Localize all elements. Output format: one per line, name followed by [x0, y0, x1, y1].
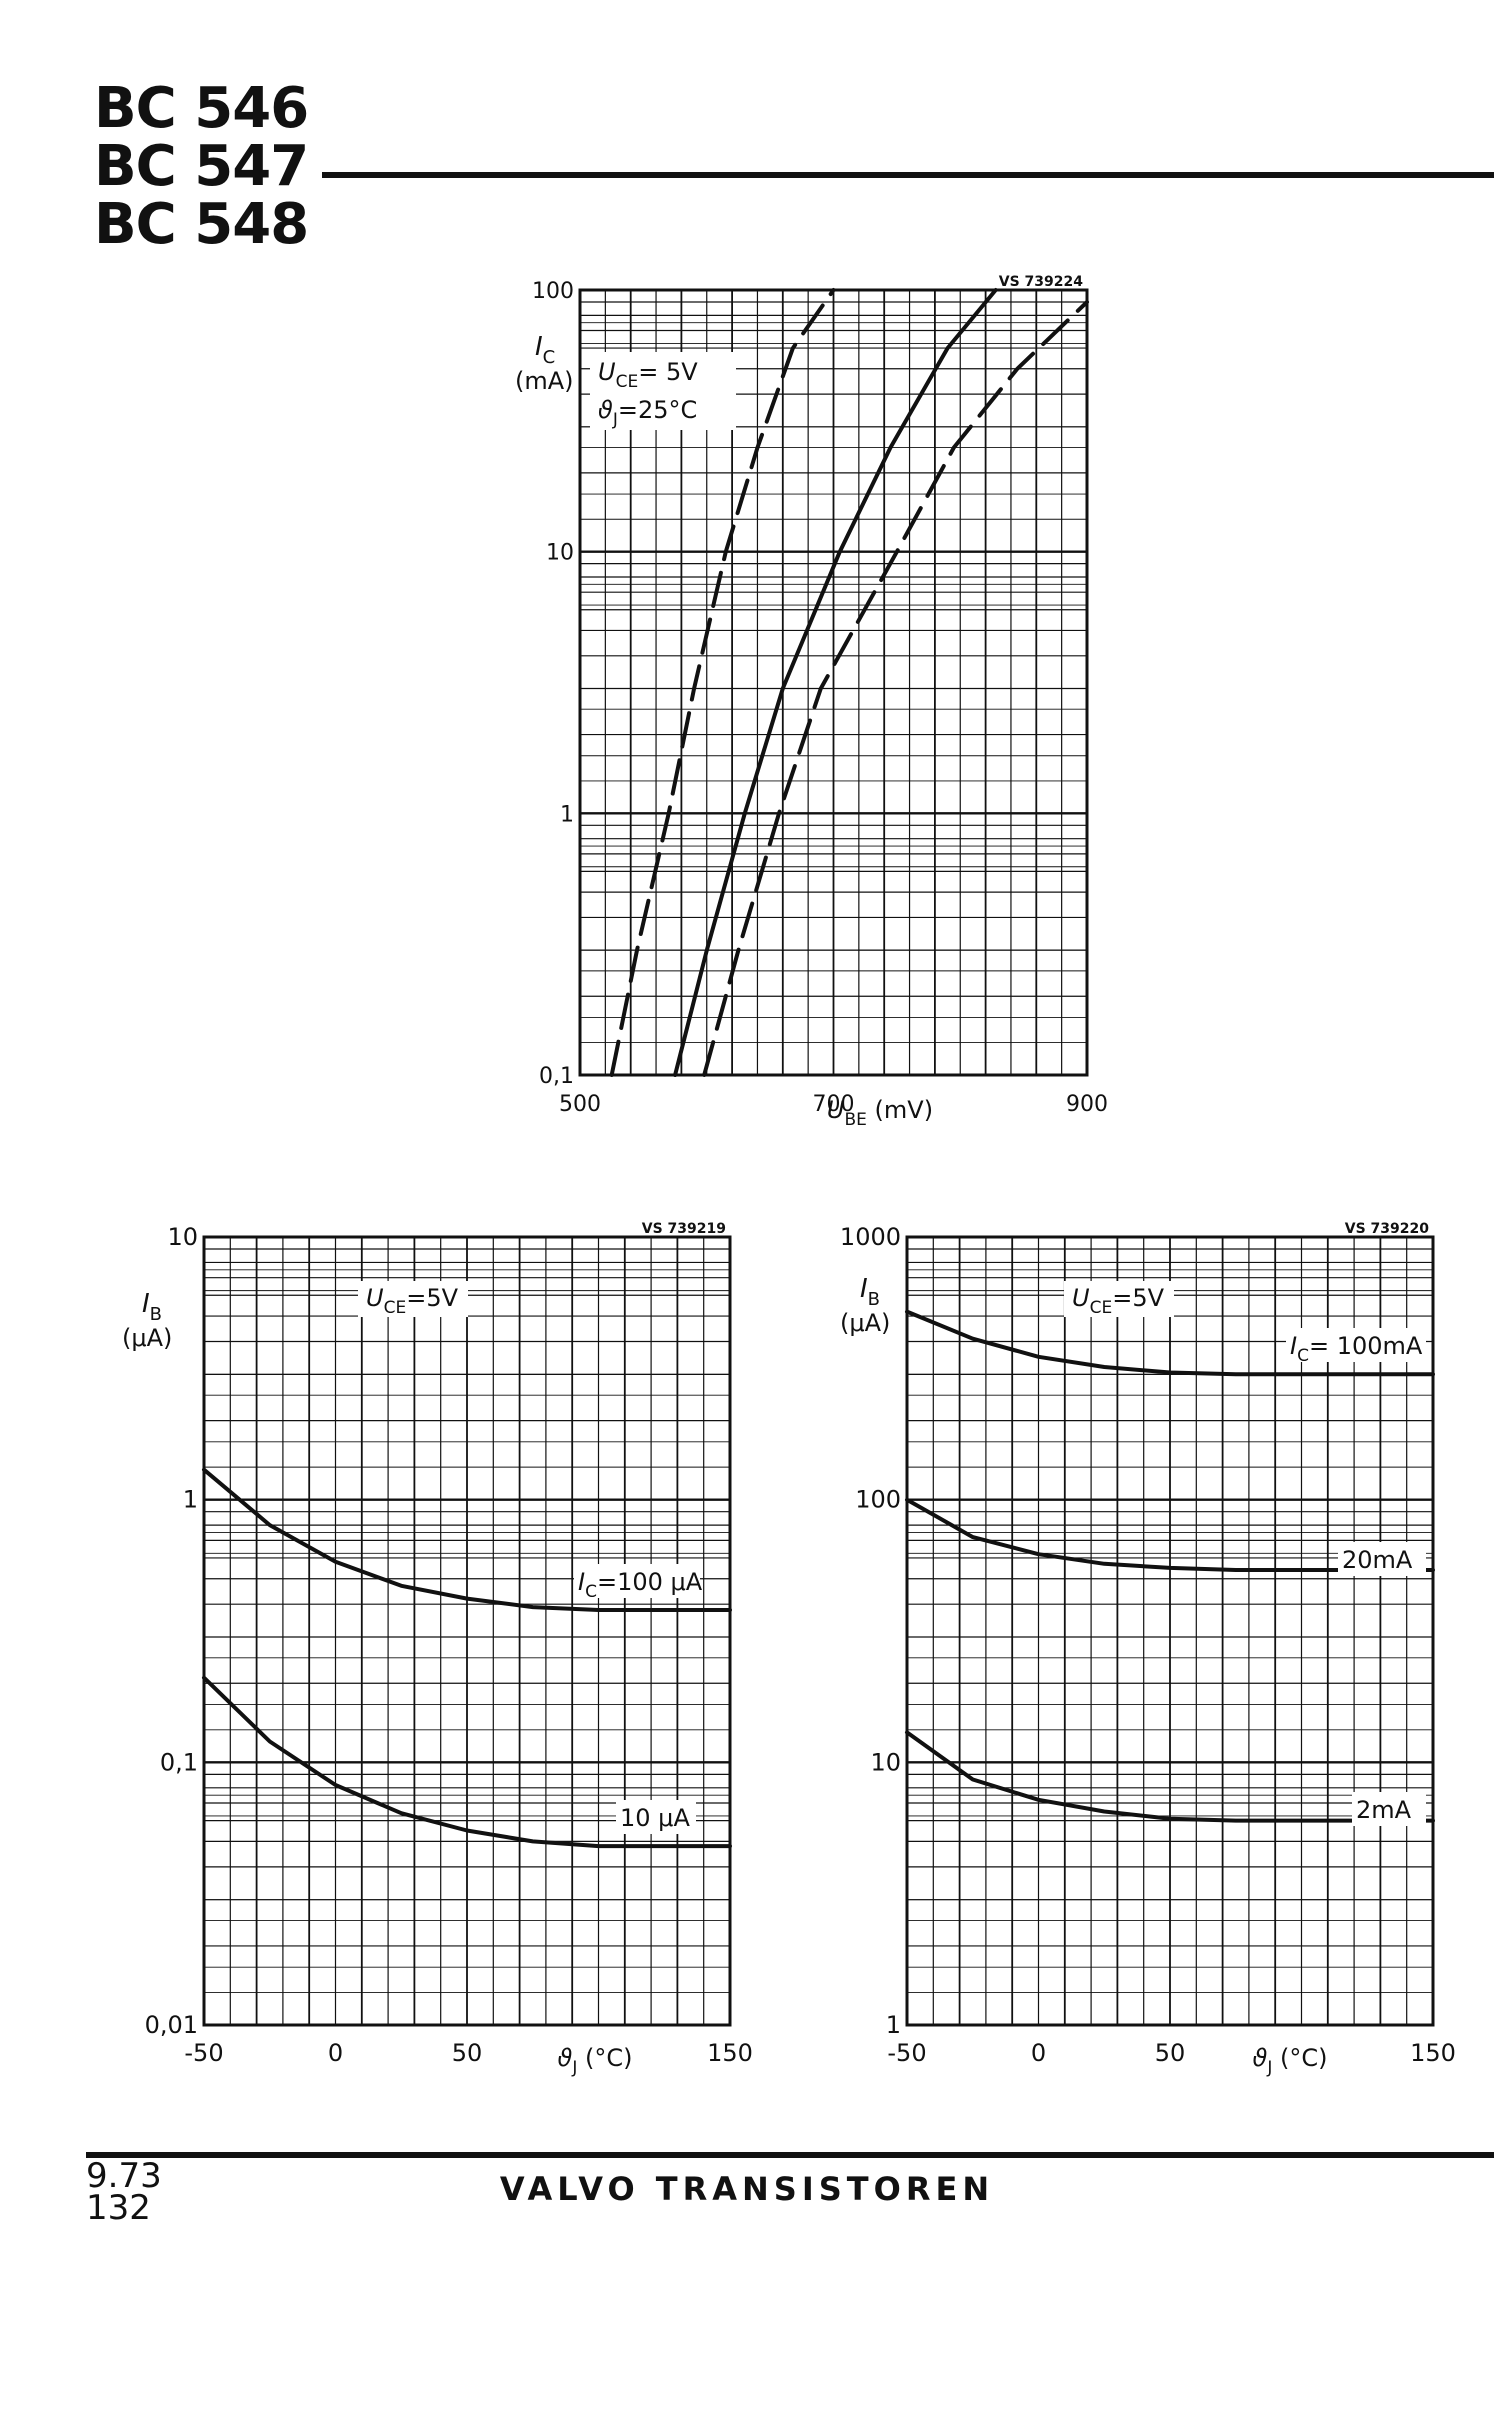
y-axis-unit: (mA) [515, 367, 574, 395]
series-label-background [1338, 1542, 1426, 1576]
conditions-annotation: UCE= 5V [598, 358, 698, 392]
x-tick-label: 150 [707, 2039, 753, 2067]
annotation-background [1064, 1281, 1174, 1317]
figure-reference: VS 739224 [999, 274, 1083, 290]
x-tick-label: 900 [1066, 1092, 1108, 1117]
series-label-background [1352, 1792, 1426, 1826]
footer-date: 9.73 [86, 2156, 162, 2196]
footer-rule [86, 2152, 1494, 2158]
grid [203, 1237, 731, 2027]
y-tick-label: 1 [886, 2011, 901, 2039]
x-tick-label: 0 [328, 2039, 343, 2067]
x-axis-label: UBE (mV) [827, 1096, 933, 1130]
y-tick-label: 1 [183, 1486, 198, 1514]
series-label: 10 μA [620, 1804, 690, 1832]
y-axis-label: IB [142, 1289, 162, 1325]
figure-reference: VS 739220 [1345, 1221, 1429, 1237]
x-tick-label: 0 [1031, 2039, 1046, 2067]
y-tick-label: 0,01 [145, 2011, 198, 2039]
x-tick-label: 500 [559, 1092, 601, 1117]
device-title-3: BC 548 [94, 192, 309, 257]
series-label: IC= 100mA [1290, 1332, 1423, 1366]
y-axis-unit: (μA) [840, 1309, 890, 1337]
chart-ic-vs-ube: 0,1 1 10 100 500 700 900 VS 739224 IC(mA) UBE (mV… [515, 274, 1108, 1130]
x-tick-label: 50 [452, 2039, 483, 2067]
annotation-background [590, 352, 736, 430]
x-tick-label: -50 [184, 2039, 223, 2067]
device-title-1: BC 546 [94, 76, 309, 141]
series-line [609, 288, 836, 1077]
plot-frame [905, 1235, 1435, 2027]
footer-page-number: 132 [86, 2188, 151, 2228]
device-title-block: BC 546 BC 547 BC 548 [94, 76, 309, 257]
series-label: IC=100 μA [578, 1568, 703, 1602]
y-tick-label: 10 [546, 541, 574, 566]
conditions-annotation: UCE=5V [366, 1284, 459, 1318]
series-line [905, 1730, 1435, 1823]
y-axis-label: IC [535, 332, 555, 368]
x-tick-label: 150 [1410, 2039, 1456, 2067]
y-axis-label: IB [860, 1274, 880, 1310]
x-axis-label: ϑJ (°C) [1253, 2044, 1328, 2078]
chart-ib-vs-temp-small: 0,01 0,1 1 10 -50 0 50 150 VS 739219 IB(μA) ϑJ (°C… [122, 1221, 753, 2078]
series-line [202, 1467, 732, 1612]
y-tick-label: 1 [560, 802, 574, 827]
y-axis-unit: (μA) [122, 1324, 172, 1352]
footer-publisher: VALVO TRANSISTOREN [499, 2170, 995, 2208]
series-label-background [616, 1800, 696, 1834]
series-label: 20mA [1342, 1546, 1413, 1574]
x-tick-label: 50 [1155, 2039, 1186, 2067]
annotation-background [358, 1281, 468, 1317]
series-line [905, 1309, 1435, 1377]
conditions-annotation: UCE=5V [1072, 1284, 1165, 1318]
series-line [702, 300, 1089, 1077]
series-label-background [574, 1564, 700, 1598]
chart-ib-vs-temp-large: 1 10 100 1000 -50 0 50 150 VS 739220 IB(μA) ϑJ (°C… [840, 1221, 1456, 2078]
y-tick-label: 100 [532, 279, 574, 304]
series-label: 2mA [1356, 1796, 1412, 1824]
plot-frame [202, 1235, 732, 2027]
conditions-annotation: ϑJ=25°C [598, 396, 697, 430]
footer-date-page: 9.73 132 [86, 2156, 162, 2228]
y-tick-label: 0,1 [539, 1064, 574, 1089]
x-tick-label: -50 [887, 2039, 926, 2067]
x-axis-label: ϑJ (°C) [558, 2044, 633, 2078]
figure-reference: VS 739219 [642, 1221, 726, 1237]
x-tick-label: 700 [813, 1092, 855, 1117]
series-line [673, 288, 998, 1077]
y-tick-label: 0,1 [160, 1748, 198, 1776]
y-tick-label: 1000 [840, 1223, 901, 1251]
header-rule [322, 172, 1494, 178]
y-tick-label: 100 [855, 1486, 901, 1514]
y-tick-label: 10 [870, 1748, 901, 1776]
series-label-background [1286, 1328, 1426, 1362]
device-title-2: BC 547 [94, 134, 309, 199]
y-tick-label: 10 [167, 1223, 198, 1251]
series-line [202, 1675, 732, 1849]
